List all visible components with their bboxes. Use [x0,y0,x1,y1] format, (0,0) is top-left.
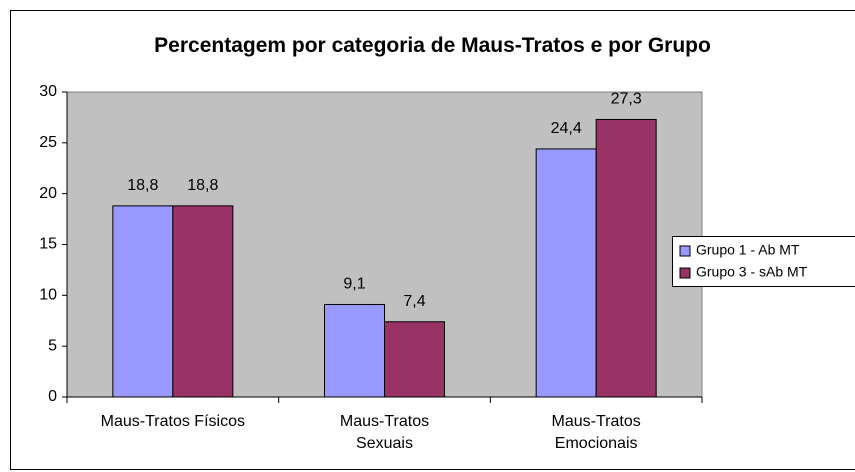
chart-title: Percentagem por categoria de Maus-Tratos… [154,34,711,57]
bar [324,303,385,398]
x-tick-label: Maus-Tratos Físicos [100,413,245,430]
data-label: 7,4 [403,293,425,310]
y-tick-label: 25 [39,134,57,151]
y-tick-label: 5 [48,337,57,354]
x-label-box: Maus-Tratos Físicos [100,413,245,430]
data-label: 24,4 [551,120,582,137]
bar [535,148,597,398]
x-label-box: Maus-Tratos Sexuais [339,413,430,452]
legend-box [672,236,855,287]
bar [595,118,657,398]
data-label: 18,8 [127,177,158,194]
y-tick-label: 20 [39,185,57,202]
legend-label: Grupo 3 - sAb MT [696,264,808,280]
legend-swatch [679,267,691,279]
data-label: 18,8 [187,177,218,194]
y-tick-label: 10 [39,287,57,304]
x-tick-label: Maus-Tratos Sexuais [339,413,430,452]
legend-label: Grupo 1 - Ab MT [696,242,800,258]
y-tick-label: 15 [39,236,57,253]
bar [112,205,174,398]
y-tick-label: 30 [39,83,57,100]
bar [384,321,445,398]
y-tick-label: 0 [48,388,57,405]
data-label: 27,3 [611,91,642,108]
x-tick-label: Maus-Tratos Emocionais [551,413,641,452]
data-label: 9,1 [343,276,365,293]
bar [172,205,234,398]
title-box: Percentagem por categoria de Maus-Tratos… [154,34,711,57]
x-label-box: Maus-Tratos Emocionais [551,413,641,452]
legend-swatch [679,245,691,257]
